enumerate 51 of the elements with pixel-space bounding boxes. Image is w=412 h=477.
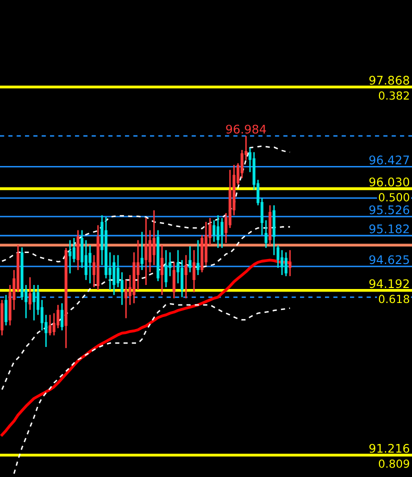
candlestick (72, 237, 76, 263)
candlestick (112, 254, 116, 296)
ref-line-label: 94.625 (369, 255, 409, 264)
candlestick (120, 272, 124, 306)
candlestick (84, 239, 88, 281)
candlestick (276, 244, 280, 269)
candlestick (212, 220, 216, 243)
candlestick (160, 244, 164, 296)
candlestick (144, 217, 148, 286)
candlestick (28, 276, 32, 311)
candlestick (48, 314, 52, 336)
candlestick (148, 230, 152, 273)
ref-line-label: 96.427 (369, 156, 409, 164)
candlestick (32, 284, 36, 322)
annotation: 0.500 (378, 193, 410, 202)
candlestick (216, 214, 220, 249)
candlestick (152, 210, 156, 266)
ref-line-label: 95.182 (369, 224, 409, 234)
candlestick (264, 220, 268, 249)
candlestick (52, 312, 56, 336)
candlestick (192, 249, 196, 293)
annotation: 96.984 (226, 124, 266, 134)
ref-line-label: 97.868 (369, 76, 410, 85)
candlestick (68, 239, 72, 274)
candlestick (220, 217, 224, 249)
candlestick (76, 230, 80, 271)
candlestick (180, 259, 184, 298)
candlestick (172, 262, 176, 299)
candlestick (188, 246, 192, 273)
annotation: 0.618 (378, 294, 410, 304)
candlestick (288, 249, 292, 277)
candlestick (140, 231, 144, 271)
candlestick (164, 249, 168, 288)
ref-line-label: 94.192 (369, 279, 409, 288)
candlestick (240, 149, 244, 179)
candlestick (56, 304, 60, 329)
candlestick (196, 239, 200, 276)
ref-line-label: 91.216 (369, 444, 410, 453)
annotation: 0.382 (378, 91, 409, 100)
candlestick (116, 254, 120, 288)
candlestick (4, 294, 8, 326)
candlestick (136, 239, 140, 291)
ref-line-label: 95.526 (369, 205, 410, 214)
candlestick (280, 249, 284, 276)
candlestick (184, 254, 188, 299)
candlestick (284, 252, 288, 277)
candlestick (60, 302, 64, 332)
annotation: 0.809 (378, 459, 410, 468)
candlestick (88, 244, 92, 284)
candlestick (124, 279, 128, 319)
ref-line-label: 96.030 (369, 177, 410, 186)
